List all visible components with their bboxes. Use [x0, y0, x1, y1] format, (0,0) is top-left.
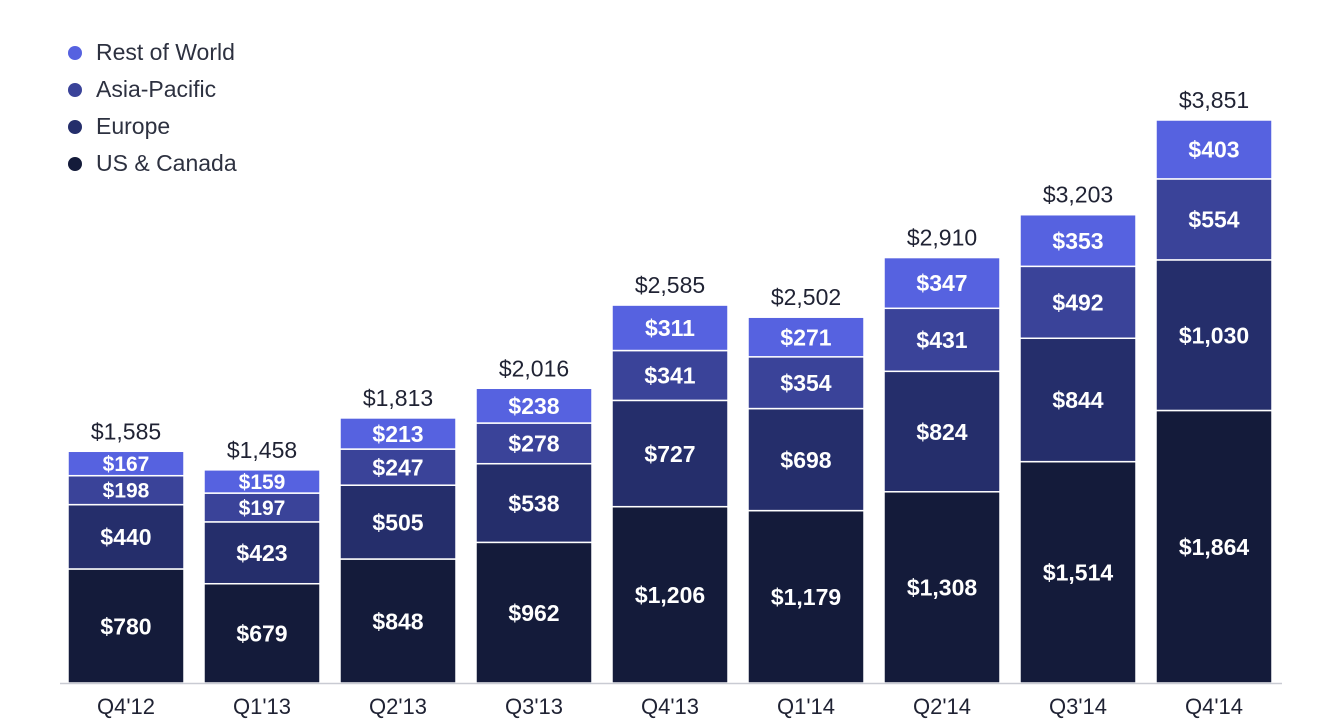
legend-label-rest-of-world: Rest of World [96, 39, 235, 65]
segment-value-label: $423 [236, 540, 287, 566]
bar-total-label: $2,502 [771, 284, 841, 310]
segment-value-label: $159 [239, 471, 286, 494]
chart-legend: Rest of World Asia-Pacific Europe US & C… [68, 34, 237, 182]
bar-segment-europe-8 [1155, 259, 1273, 412]
segment-value-label: $247 [372, 454, 423, 480]
bar-segment-europe-0 [67, 503, 185, 570]
bar-segment-rest-of-world-8 [1155, 119, 1273, 180]
legend-item-asia-pacific: Asia-Pacific [68, 71, 237, 108]
bar-segment-europe-3 [475, 462, 593, 544]
x-tick-label: Q3'13 [505, 694, 563, 719]
segment-value-label: $727 [644, 441, 695, 467]
segment-value-label: $213 [372, 421, 423, 447]
x-tick-label: Q3'14 [1049, 694, 1107, 719]
bar-segment-rest-of-world-7 [1019, 213, 1137, 268]
legend-swatch-europe [68, 119, 82, 134]
x-tick-label: Q4'13 [641, 694, 699, 719]
x-tick-label: Q2'13 [369, 694, 427, 719]
segment-value-label: $1,864 [1179, 534, 1250, 560]
bar-segment-asia-pacific-4 [611, 349, 729, 402]
bar-segment-asia-pacific-2 [339, 448, 457, 486]
segment-value-label: $353 [1052, 228, 1103, 254]
legend-item-europe: Europe [68, 108, 237, 145]
segment-value-label: $698 [780, 447, 831, 473]
segment-value-label: $440 [100, 524, 151, 550]
bar-segment-asia-pacific-1 [203, 492, 321, 523]
bar-total-label: $3,203 [1043, 182, 1113, 208]
x-tick-label: Q4'14 [1185, 694, 1243, 719]
x-tick-label: Q1'14 [777, 694, 835, 719]
bar-segment-us-canada-3 [475, 541, 593, 684]
bar-segment-us-canada-5 [747, 509, 865, 684]
segment-value-label: $238 [508, 393, 559, 419]
segment-value-label: $271 [780, 324, 831, 350]
segment-value-label: $341 [644, 363, 695, 389]
segment-value-label: $824 [916, 419, 967, 445]
bar-segment-rest-of-world-5 [747, 316, 865, 358]
bar-segment-rest-of-world-4 [611, 304, 729, 352]
bar-segment-asia-pacific-3 [475, 422, 593, 465]
bar-segment-asia-pacific-0 [67, 474, 185, 506]
legend-swatch-us-canada [68, 156, 82, 171]
bar-segment-rest-of-world-6 [883, 256, 1001, 310]
bar-segment-rest-of-world-1 [203, 469, 321, 494]
segment-value-label: $311 [645, 315, 695, 341]
segment-value-label: $354 [780, 370, 831, 396]
bar-segment-europe-6 [883, 370, 1001, 493]
segment-value-label: $505 [372, 509, 423, 535]
segment-value-label: $1,514 [1043, 560, 1114, 586]
bar-segment-rest-of-world-3 [475, 387, 593, 424]
bar-total-label: $2,910 [907, 225, 977, 251]
bar-total-label: $3,851 [1179, 87, 1249, 113]
segment-value-label: $962 [508, 600, 559, 626]
legend-item-rest-of-world: Rest of World [68, 34, 237, 71]
segment-value-label: $347 [916, 270, 967, 296]
x-tick-label: Q4'12 [97, 694, 155, 719]
bar-segment-us-canada-8 [1155, 409, 1273, 684]
segment-value-label: $538 [508, 490, 559, 516]
bar-segment-europe-1 [203, 521, 321, 585]
segment-value-label: $403 [1188, 137, 1239, 163]
segment-value-label: $1,308 [907, 575, 978, 601]
segment-value-label: $1,179 [771, 584, 841, 610]
segment-value-label: $554 [1188, 207, 1239, 233]
legend-label-us-canada: US & Canada [96, 150, 237, 176]
segment-value-label: $1,030 [1179, 322, 1249, 348]
bar-total-label: $2,016 [499, 355, 569, 381]
bar-total-label: $1,813 [363, 385, 433, 411]
segment-value-label: $679 [236, 621, 287, 647]
legend-item-us-canada: US & Canada [68, 145, 237, 182]
segment-value-label: $197 [239, 497, 286, 520]
x-tick-label: Q2'14 [913, 694, 971, 719]
bar-segment-us-canada-7 [1019, 460, 1137, 684]
legend-swatch-asia-pacific [68, 82, 82, 97]
segment-value-label: $1,206 [635, 582, 705, 608]
bar-segment-us-canada-4 [611, 505, 729, 684]
segment-value-label: $848 [372, 608, 423, 634]
bar-total-label: $2,585 [635, 272, 705, 298]
segment-value-label: $780 [100, 613, 151, 639]
segment-value-label: $844 [1052, 387, 1103, 413]
bar-segment-asia-pacific-7 [1019, 265, 1137, 340]
bar-segment-rest-of-world-0 [67, 450, 185, 477]
segment-value-label: $278 [508, 431, 559, 457]
legend-label-asia-pacific: Asia-Pacific [96, 76, 217, 102]
bar-segment-europe-7 [1019, 337, 1137, 463]
segment-value-label: $167 [103, 453, 150, 476]
segment-value-label: $198 [103, 480, 150, 503]
bar-segment-rest-of-world-2 [339, 417, 457, 450]
bar-total-label: $1,585 [91, 418, 161, 444]
bar-segment-us-canada-1 [203, 582, 321, 684]
legend-label-europe: Europe [96, 113, 171, 139]
bar-segment-asia-pacific-5 [747, 356, 865, 410]
bar-segment-europe-5 [747, 407, 865, 512]
segment-value-label: $492 [1052, 290, 1103, 316]
segment-value-label: $431 [916, 327, 967, 353]
x-tick-label: Q1'13 [233, 694, 291, 719]
legend-swatch-rest-of-world [68, 45, 82, 60]
bar-segment-us-canada-2 [339, 558, 457, 684]
bar-total-label: $1,458 [227, 437, 297, 463]
bar-segment-us-canada-6 [883, 491, 1001, 684]
